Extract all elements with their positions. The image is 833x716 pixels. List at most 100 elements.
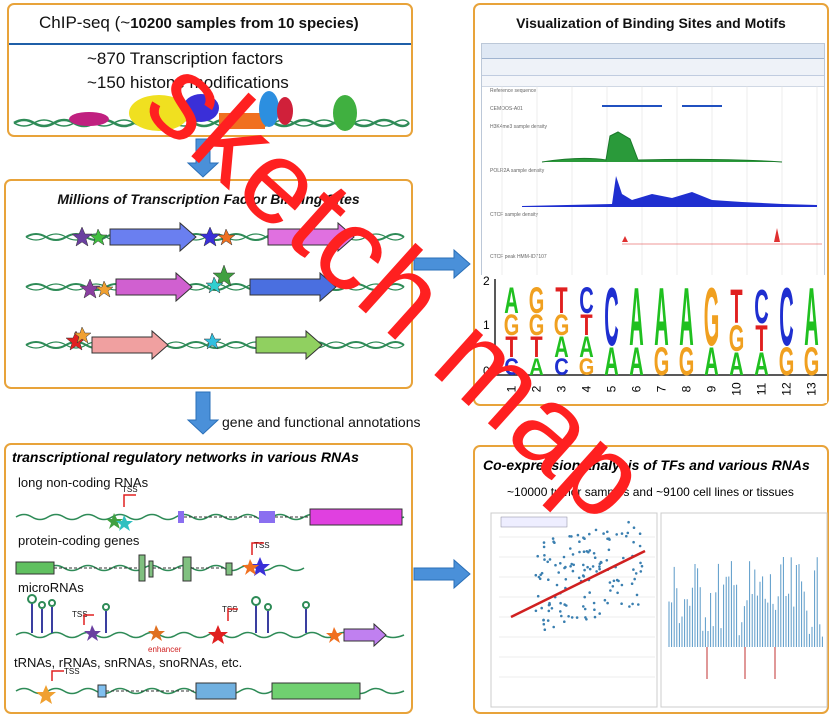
- scatter-point: [563, 603, 566, 606]
- motif-position-label: 9: [705, 385, 719, 392]
- genome-browser: Reference sequence CEMOOS-A01 H3K4me3 sa…: [481, 43, 825, 281]
- tf-star: [79, 278, 101, 299]
- scatter-point: [554, 563, 557, 567]
- motif-letter: C: [504, 353, 518, 380]
- label-lncrna: long non-coding RNAs: [18, 475, 149, 490]
- scatter-point: [591, 565, 595, 568]
- motif-letter: T: [730, 280, 743, 334]
- scatter-point: [538, 577, 542, 581]
- chipseq-title: ChIP-seq (~10200 samples from 10 species…: [39, 13, 359, 33]
- scatter-point: [546, 619, 550, 622]
- browser-toolbar: [482, 44, 824, 59]
- scatter-point: [606, 601, 609, 605]
- scatter-point: [599, 560, 603, 564]
- scatter-point: [543, 558, 546, 561]
- motif-letter: A: [704, 338, 718, 384]
- scatter-point: [559, 562, 562, 565]
- scatter-point: [607, 548, 611, 552]
- motif-letter: T: [505, 331, 518, 364]
- chipseq-title-tilde: ~: [120, 13, 131, 32]
- subtitle-text: 10000 tumor samples and ~9100 cell lines…: [514, 485, 794, 499]
- scatter-point: [595, 570, 598, 573]
- protein-red: [277, 97, 293, 125]
- annotation-label: gene and functional annotations: [222, 414, 421, 430]
- motif-letter: C: [554, 353, 568, 380]
- visualization-panel: Visualization of Binding Sites and Motif…: [473, 3, 829, 406]
- arrow-right-2: [413, 558, 471, 590]
- exon: [259, 511, 275, 523]
- tf-star: [217, 228, 236, 246]
- motif-letter: T: [755, 319, 767, 360]
- motif-letter: G: [704, 275, 720, 363]
- tss-label: TSS: [64, 667, 80, 676]
- scatter-point: [625, 534, 628, 538]
- scatter-point: [640, 564, 644, 568]
- tf-star: [203, 332, 222, 350]
- scatter-point: [588, 591, 591, 594]
- exon: [15, 561, 55, 575]
- motif-letter: A: [529, 353, 543, 380]
- scatter-point: [615, 578, 619, 582]
- tss-label: TSS: [72, 610, 88, 619]
- binding-sites-illustration: [25, 221, 405, 361]
- scatter-point: [626, 531, 630, 535]
- motif-letter: A: [654, 275, 668, 363]
- gene-arrow: [255, 329, 323, 361]
- motif-position-label: 1: [505, 385, 519, 392]
- chipseq-title-underline: [9, 43, 411, 45]
- scatter-point: [628, 605, 631, 608]
- browser-navbar: [482, 59, 824, 76]
- arrow-right-1: [413, 248, 471, 280]
- scatter-point: [547, 609, 551, 613]
- gene-arrow: [267, 221, 355, 253]
- motif-letter: A: [579, 331, 593, 364]
- scatter-point: [552, 540, 555, 543]
- tf-star: [71, 226, 93, 247]
- motif-letter: G: [654, 338, 670, 384]
- regression-line: [510, 549, 646, 619]
- scatter-point: [562, 555, 566, 559]
- scatter-point: [547, 578, 550, 581]
- scatter-point: [631, 602, 634, 606]
- track-label: Reference sequence: [490, 88, 537, 94]
- subtitle-tilde: ~: [507, 485, 515, 499]
- coexpression-title: Co-expression analysis of TFs and variou…: [483, 457, 810, 473]
- scatter-point: [630, 582, 634, 585]
- scatter-point: [578, 550, 581, 554]
- scatter-point: [542, 618, 545, 622]
- scatter-plot: [490, 512, 658, 708]
- tf-star: [148, 625, 165, 641]
- scatter-point: [571, 553, 575, 556]
- motif-letter: G: [679, 338, 695, 384]
- motif-position-label: 12: [780, 382, 794, 396]
- scatter-point: [559, 601, 562, 605]
- scatter-point: [576, 533, 580, 537]
- scatter-point: [594, 528, 598, 532]
- scatter-point: [559, 610, 562, 613]
- motif-position-label: 10: [730, 382, 744, 396]
- exon: [182, 556, 192, 582]
- motif-position-label: 5: [605, 385, 619, 392]
- scatter-point: [569, 565, 572, 568]
- scatter-point: [634, 572, 638, 575]
- scatter-point: [587, 550, 590, 554]
- coexpression-subtitle: ~10000 tumor samples and ~9100 cell line…: [507, 485, 794, 499]
- track-label: CTCF sample density: [490, 212, 539, 218]
- scatter-point: [588, 549, 592, 552]
- scatter-point: [548, 558, 552, 561]
- motif-position-label: 13: [805, 382, 819, 396]
- motif-ytick: 1: [483, 318, 490, 332]
- scatter-point: [570, 616, 574, 619]
- scatter-point: [612, 579, 616, 583]
- scatter-point: [570, 535, 573, 538]
- arrow-down-2: [186, 391, 220, 435]
- motif-letter: G: [579, 353, 595, 380]
- scatter-point: [564, 578, 568, 581]
- scatter-point: [598, 612, 601, 615]
- scatter-point: [611, 585, 615, 588]
- tf-star: [212, 264, 236, 287]
- motif-letter: T: [580, 309, 593, 342]
- scatter-point: [637, 603, 640, 606]
- protein-yellow: [129, 95, 189, 131]
